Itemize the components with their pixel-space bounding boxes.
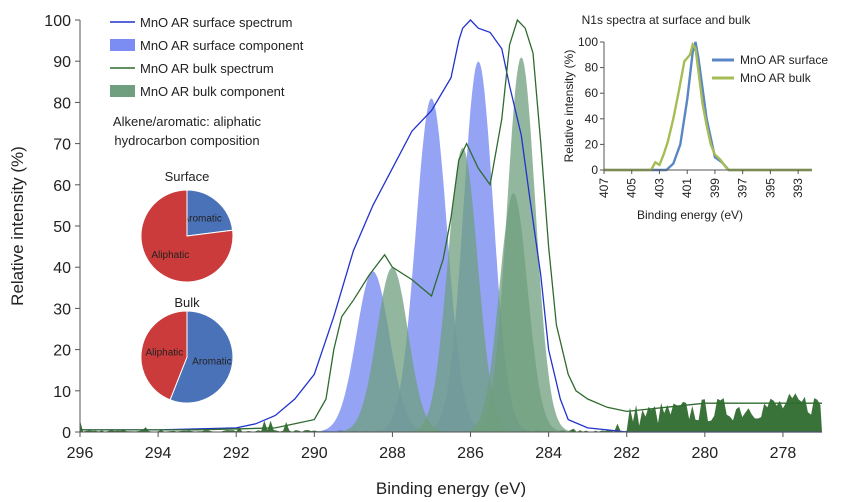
bulk-component-peak-4 (465, 57, 578, 432)
inset-y-tick-labels: 0 20 40 60 80 100 (578, 35, 604, 177)
inset-x-tick-label: 397 (736, 178, 750, 198)
bulk-spectrum-line (80, 18, 822, 431)
bulk-component-areas (329, 57, 578, 432)
spectrum-lines (80, 18, 822, 433)
bulk-component-peak-1 (329, 267, 455, 432)
inset-title: N1s spectra at surface and bulk (582, 13, 752, 27)
x-tick-labels: 296 294 292 290 288 286 284 282 280 278 (67, 432, 797, 462)
x-tick-label: 284 (535, 445, 562, 462)
surface-component-peak-1 (307, 271, 439, 432)
inset-legend-label: MnO AR bulk (740, 71, 812, 85)
y-tick-label: 20 (53, 343, 71, 360)
inset-y-tick-label: 20 (585, 137, 599, 151)
y-tick-label: 40 (53, 260, 71, 277)
x-tick-label: 294 (145, 445, 172, 462)
x-tick-label: 282 (613, 445, 640, 462)
legend-label: MnO AR bulk spectrum (140, 61, 274, 76)
inset-x-tick-labels: 407 405 403 401 399 397 395 393 (597, 170, 805, 198)
inset-x-tick-label: 399 (708, 178, 722, 198)
y-tick-label: 0 (62, 425, 71, 442)
pie-label: Aliphatic (151, 250, 189, 261)
surface-spectrum-line (80, 19, 822, 433)
inset-y-tick-label: 60 (585, 86, 599, 100)
x-tick-label: 292 (223, 445, 250, 462)
inset-x-tick-label: 393 (791, 178, 805, 198)
y-tick-label: 50 (53, 219, 71, 236)
y-tick-label: 30 (53, 301, 71, 318)
legend-label: MnO AR bulk component (140, 84, 285, 99)
x-tick-label: 296 (67, 445, 94, 462)
inset-axes (603, 42, 812, 171)
y-axis-title: Relative intensity (%) (8, 146, 27, 306)
inset-line-surface (604, 41, 812, 172)
inset-x-tick-label: 401 (680, 178, 694, 198)
legend-label: MnO AR surface component (140, 38, 304, 53)
pie-slice-aromatic (169, 310, 234, 404)
pie-slice-aliphatic (140, 310, 188, 401)
pie-label: Aliphatic (145, 348, 183, 359)
inset-x-tick-label: 403 (652, 178, 666, 198)
inset-y-tick-label: 100 (578, 35, 598, 49)
x-tick-label: 286 (457, 445, 484, 462)
y-tick-label: 80 (53, 95, 71, 112)
inset-x-tick-label: 395 (763, 178, 777, 198)
inset-line-bulk (604, 41, 812, 172)
x-tick-label: 278 (770, 445, 797, 462)
legend-swatch-patch (110, 39, 135, 51)
inset-x-tick-label: 407 (597, 178, 611, 198)
y-tick-labels: 0 10 20 30 40 50 60 70 80 90 100 (44, 13, 80, 442)
y-tick-label: 100 (44, 13, 71, 30)
legend-swatch-patch (110, 85, 135, 97)
inset-legend: MnO AR surface MnO AR bulk (712, 53, 828, 85)
legend-label: MnO AR surface spectrum (140, 15, 292, 30)
bulk-pie: Aromatic Aliphatic (140, 310, 234, 404)
inset-lines (604, 41, 812, 172)
y-tick-label: 10 (53, 384, 71, 401)
x-axis-title: Binding energy (eV) (376, 479, 526, 497)
inset-x-axis-title: Binding energy (eV) (637, 208, 743, 222)
pie-label: Aromatic (192, 357, 231, 368)
inset-y-axis-title: Relative intensity (%) (562, 50, 576, 163)
pie-caption-line-2: hydrocarbon composition (114, 133, 259, 148)
pie-slice-aliphatic (140, 189, 234, 283)
x-tick-label: 280 (691, 445, 718, 462)
surface-pie: Aromatic Aliphatic (140, 189, 234, 283)
pie-slice-aromatic (186, 189, 234, 237)
pie-label: Aromatic (182, 214, 221, 225)
y-tick-label: 70 (53, 137, 71, 154)
inset-legend-label: MnO AR surface (740, 53, 828, 67)
pie-caption-line-1: Alkene/aromatic: aliphatic (113, 114, 262, 129)
x-tick-label: 288 (379, 445, 406, 462)
y-tick-label: 90 (53, 54, 71, 71)
inset-y-tick-label: 40 (585, 112, 599, 126)
inset-x-tick-label: 405 (625, 178, 639, 198)
noise-background (80, 393, 822, 432)
noise-background-layer (80, 393, 822, 432)
x-tick-label: 290 (301, 445, 328, 462)
bulk-component-peak-2 (403, 147, 523, 432)
surface-component-peak-3 (419, 61, 538, 432)
y-tick-label: 60 (53, 178, 71, 195)
surface-pie-title: Surface (165, 169, 210, 184)
bulk-pie-title: Bulk (174, 295, 200, 310)
surface-component-peak-2 (369, 98, 494, 433)
surface-component-areas (307, 61, 538, 433)
inset-y-tick-label: 80 (585, 61, 599, 75)
main-legend: MnO AR surface spectrum MnO AR surface co… (110, 15, 304, 99)
inset-y-tick-label: 0 (591, 163, 598, 177)
